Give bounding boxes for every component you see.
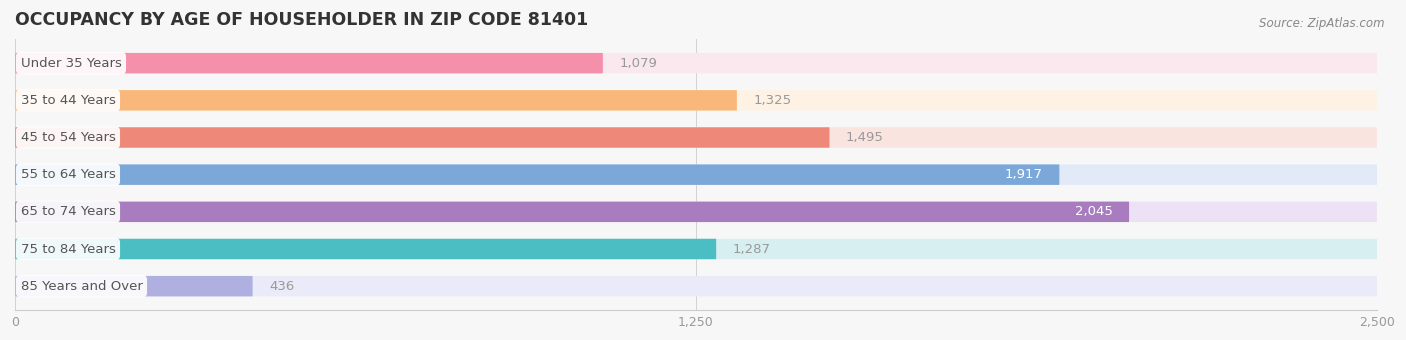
Text: 45 to 54 Years: 45 to 54 Years [21,131,115,144]
Text: 1,495: 1,495 [846,131,884,144]
FancyBboxPatch shape [15,53,1376,73]
FancyBboxPatch shape [15,239,716,259]
FancyBboxPatch shape [15,202,1376,222]
FancyBboxPatch shape [15,127,1376,148]
FancyBboxPatch shape [15,165,1376,185]
Text: 85 Years and Over: 85 Years and Over [21,280,142,293]
FancyBboxPatch shape [15,165,1059,185]
FancyBboxPatch shape [15,90,737,110]
FancyBboxPatch shape [15,276,253,296]
Text: 2,045: 2,045 [1074,205,1112,218]
FancyBboxPatch shape [15,202,1129,222]
Text: 1,079: 1,079 [619,57,657,70]
Text: 436: 436 [269,280,294,293]
FancyBboxPatch shape [15,239,1376,259]
FancyBboxPatch shape [15,276,1376,296]
Text: OCCUPANCY BY AGE OF HOUSEHOLDER IN ZIP CODE 81401: OCCUPANCY BY AGE OF HOUSEHOLDER IN ZIP C… [15,11,588,29]
Text: 35 to 44 Years: 35 to 44 Years [21,94,115,107]
FancyBboxPatch shape [15,90,1376,110]
FancyBboxPatch shape [15,53,603,73]
Text: Under 35 Years: Under 35 Years [21,57,121,70]
Text: 1,287: 1,287 [733,242,770,255]
Text: Source: ZipAtlas.com: Source: ZipAtlas.com [1260,17,1385,30]
Text: 75 to 84 Years: 75 to 84 Years [21,242,115,255]
Text: 1,325: 1,325 [754,94,792,107]
Text: 55 to 64 Years: 55 to 64 Years [21,168,115,181]
Text: 1,917: 1,917 [1005,168,1043,181]
Text: 65 to 74 Years: 65 to 74 Years [21,205,115,218]
FancyBboxPatch shape [15,127,830,148]
